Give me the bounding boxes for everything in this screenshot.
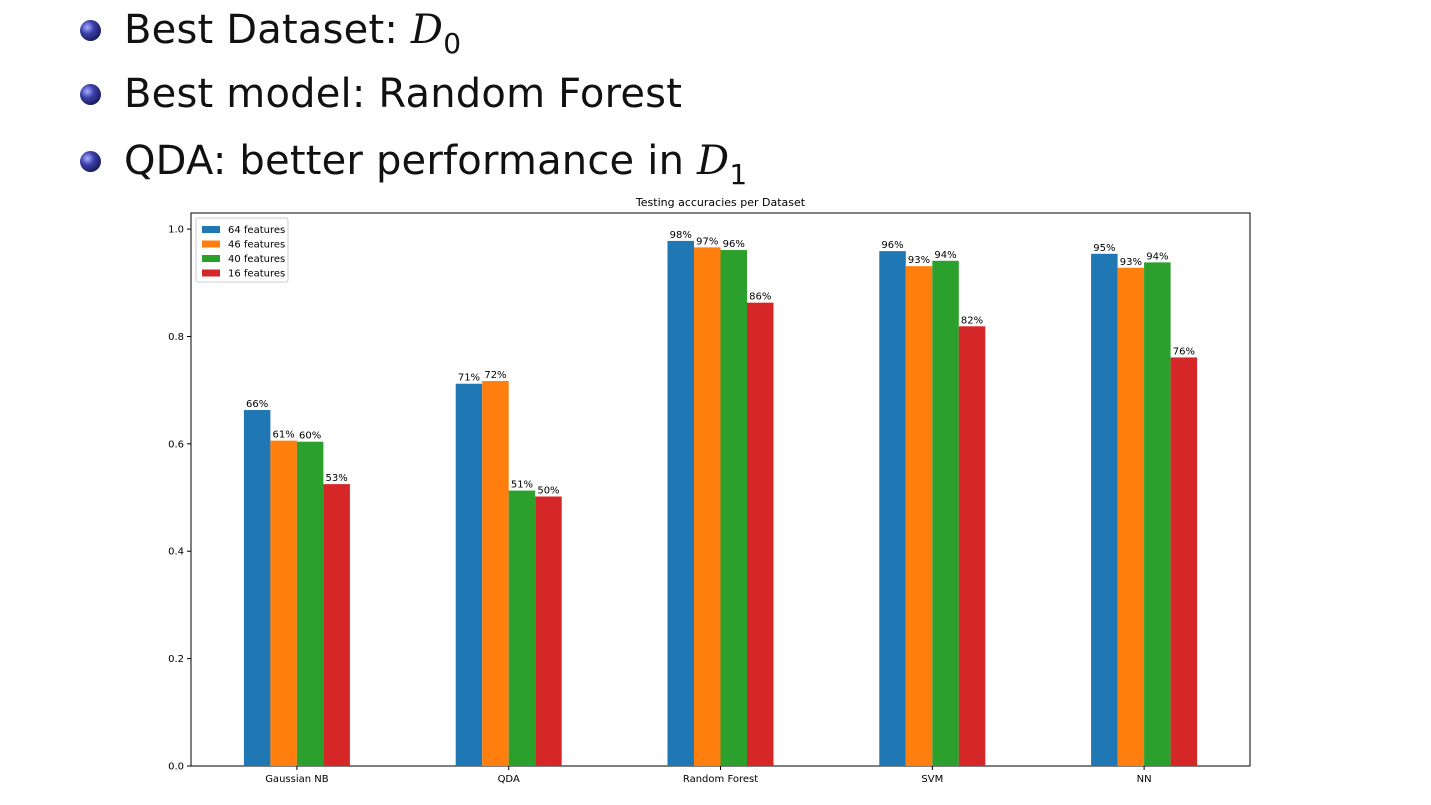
chart-title: Testing accuracies per Dataset	[635, 196, 806, 209]
bar-data-label: 60%	[299, 431, 321, 442]
x-tick-label: QDA	[498, 774, 520, 785]
legend-label: 46 features	[228, 240, 285, 251]
bar	[1170, 357, 1198, 766]
bar	[879, 251, 906, 767]
x-tick-label: SVM	[921, 774, 943, 785]
y-tick-label: 0.6	[168, 439, 184, 450]
math-subscript: 0	[443, 27, 462, 60]
bar-data-label: 97%	[696, 236, 718, 247]
y-tick-label: 0.2	[168, 654, 184, 665]
bar	[535, 496, 562, 766]
legend-label: 40 features	[228, 254, 285, 265]
bar-data-label: 76%	[1173, 346, 1195, 357]
bar	[720, 250, 747, 766]
bar	[296, 441, 324, 766]
bullet-item-best-dataset: Best Dataset: D0	[80, 0, 461, 60]
legend-label: 16 features	[228, 269, 285, 280]
math-symbol: D	[697, 138, 730, 184]
bullet-dot-icon	[80, 19, 101, 41]
legend-box	[195, 217, 289, 283]
bullet-text: Best model: Random Forest	[124, 71, 683, 117]
x-tick-label: NN	[1137, 774, 1152, 785]
bar-data-label: 96%	[723, 239, 745, 250]
bar-data-label: 96%	[881, 240, 903, 251]
bar-data-label: 71%	[458, 373, 480, 384]
bar	[323, 484, 350, 766]
bar-data-label: 72%	[484, 370, 506, 381]
bar-data-label: 53%	[326, 473, 348, 484]
bar-data-label: 93%	[908, 255, 930, 266]
bullet-item-best-model: Best model: Random Forest	[80, 64, 682, 124]
bar-data-label: 50%	[537, 485, 559, 496]
bar	[270, 440, 297, 766]
y-tick-label: 0.8	[168, 332, 184, 343]
math-subscript: 1	[729, 158, 748, 191]
bar-data-label: 98%	[670, 230, 692, 241]
bar-data-label: 82%	[961, 315, 983, 326]
bullet-dot-icon	[80, 150, 101, 172]
bar-data-label: 51%	[511, 480, 533, 491]
bar	[508, 490, 536, 766]
bullet-text: Best Dataset: D0	[124, 7, 462, 60]
x-tick-label: Random Forest	[683, 774, 758, 785]
legend-swatch	[202, 240, 220, 248]
bullet-item-qda: QDA: better performance in D1	[80, 131, 747, 191]
legend-swatch	[202, 226, 220, 233]
bar	[958, 326, 986, 766]
x-tick-label: Gaussian NB	[265, 774, 329, 785]
math-symbol: D	[410, 7, 444, 53]
bar	[694, 247, 721, 767]
legend-swatch	[202, 255, 220, 262]
bar	[455, 383, 483, 766]
bar	[932, 260, 959, 766]
y-tick-label: 0.0	[168, 762, 184, 773]
bar	[1091, 253, 1118, 766]
bar-data-label: 95%	[1093, 243, 1115, 254]
bar	[243, 410, 271, 766]
bar-data-label: 61%	[273, 430, 295, 441]
bar-data-label: 86%	[749, 292, 771, 303]
bar	[667, 240, 694, 766]
bullet-dot-icon	[80, 83, 101, 105]
bar	[905, 266, 933, 766]
legend-label: 64 features	[228, 225, 285, 236]
bullet-text: QDA: better performance in D1	[124, 138, 748, 191]
bar	[1144, 262, 1171, 766]
bar	[1117, 267, 1145, 766]
bar-data-label: 93%	[1120, 257, 1142, 268]
y-tick-label: 0.4	[168, 547, 184, 558]
bar-data-label: 66%	[246, 399, 268, 410]
bar	[747, 302, 774, 766]
bar	[482, 381, 509, 766]
bar-data-label: 94%	[1146, 251, 1168, 262]
bar-data-label: 94%	[934, 250, 956, 261]
y-tick-label: 1.0	[168, 225, 184, 236]
legend-swatch	[202, 269, 220, 277]
